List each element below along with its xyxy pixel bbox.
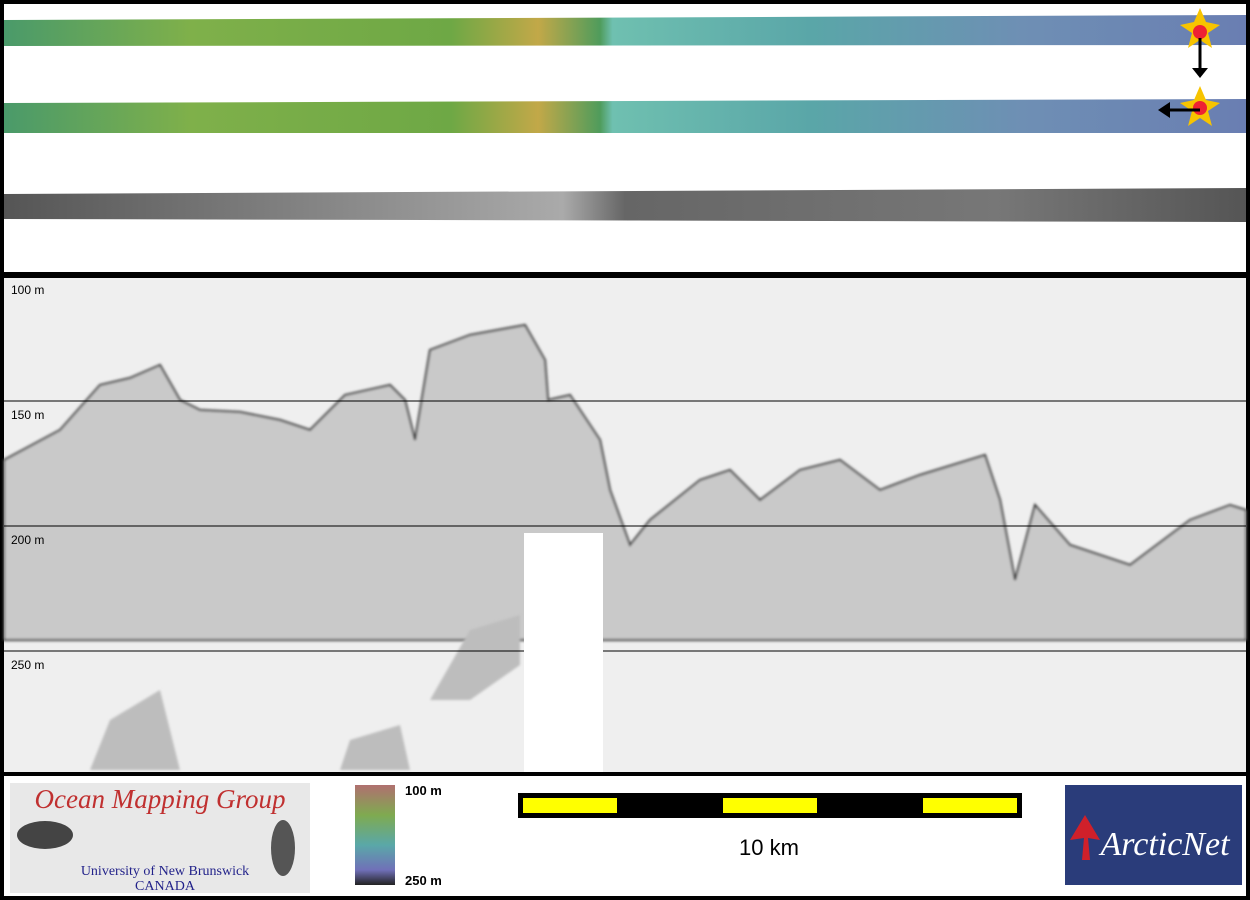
logo-art <box>17 821 73 849</box>
depth-label: 100 m <box>11 283 44 297</box>
logo-text: University of New Brunswick <box>81 864 249 879</box>
scale-segment <box>523 798 617 813</box>
scale-label: 10 km <box>739 835 799 860</box>
sidescan-strip <box>4 188 1246 222</box>
depth-label: 150 m <box>11 408 44 422</box>
scale-segment <box>923 798 1017 813</box>
data-gap <box>524 533 603 772</box>
depth-label: 250 m <box>11 658 44 672</box>
swath-panel <box>4 4 1246 272</box>
logo-text: CANADA <box>135 879 196 894</box>
colorbar-label: 250 m <box>405 873 442 888</box>
depth-label: 200 m <box>11 533 44 547</box>
maple-leaf <box>1070 815 1100 860</box>
depth-grid <box>4 400 1246 652</box>
colorbar <box>355 785 395 885</box>
swath-strip <box>4 15 1246 46</box>
logo-art <box>271 820 295 876</box>
scale-segment <box>723 798 817 813</box>
logo-title: Ocean Mapping Group <box>35 784 286 814</box>
seabed-echo <box>3 323 1247 641</box>
swath-strip <box>4 99 1246 133</box>
colorbar-label: 100 m <box>405 783 442 798</box>
logo-title: ArcticNet <box>1098 826 1231 863</box>
nav-marker <box>1158 8 1220 126</box>
echo-ghost <box>90 615 520 770</box>
